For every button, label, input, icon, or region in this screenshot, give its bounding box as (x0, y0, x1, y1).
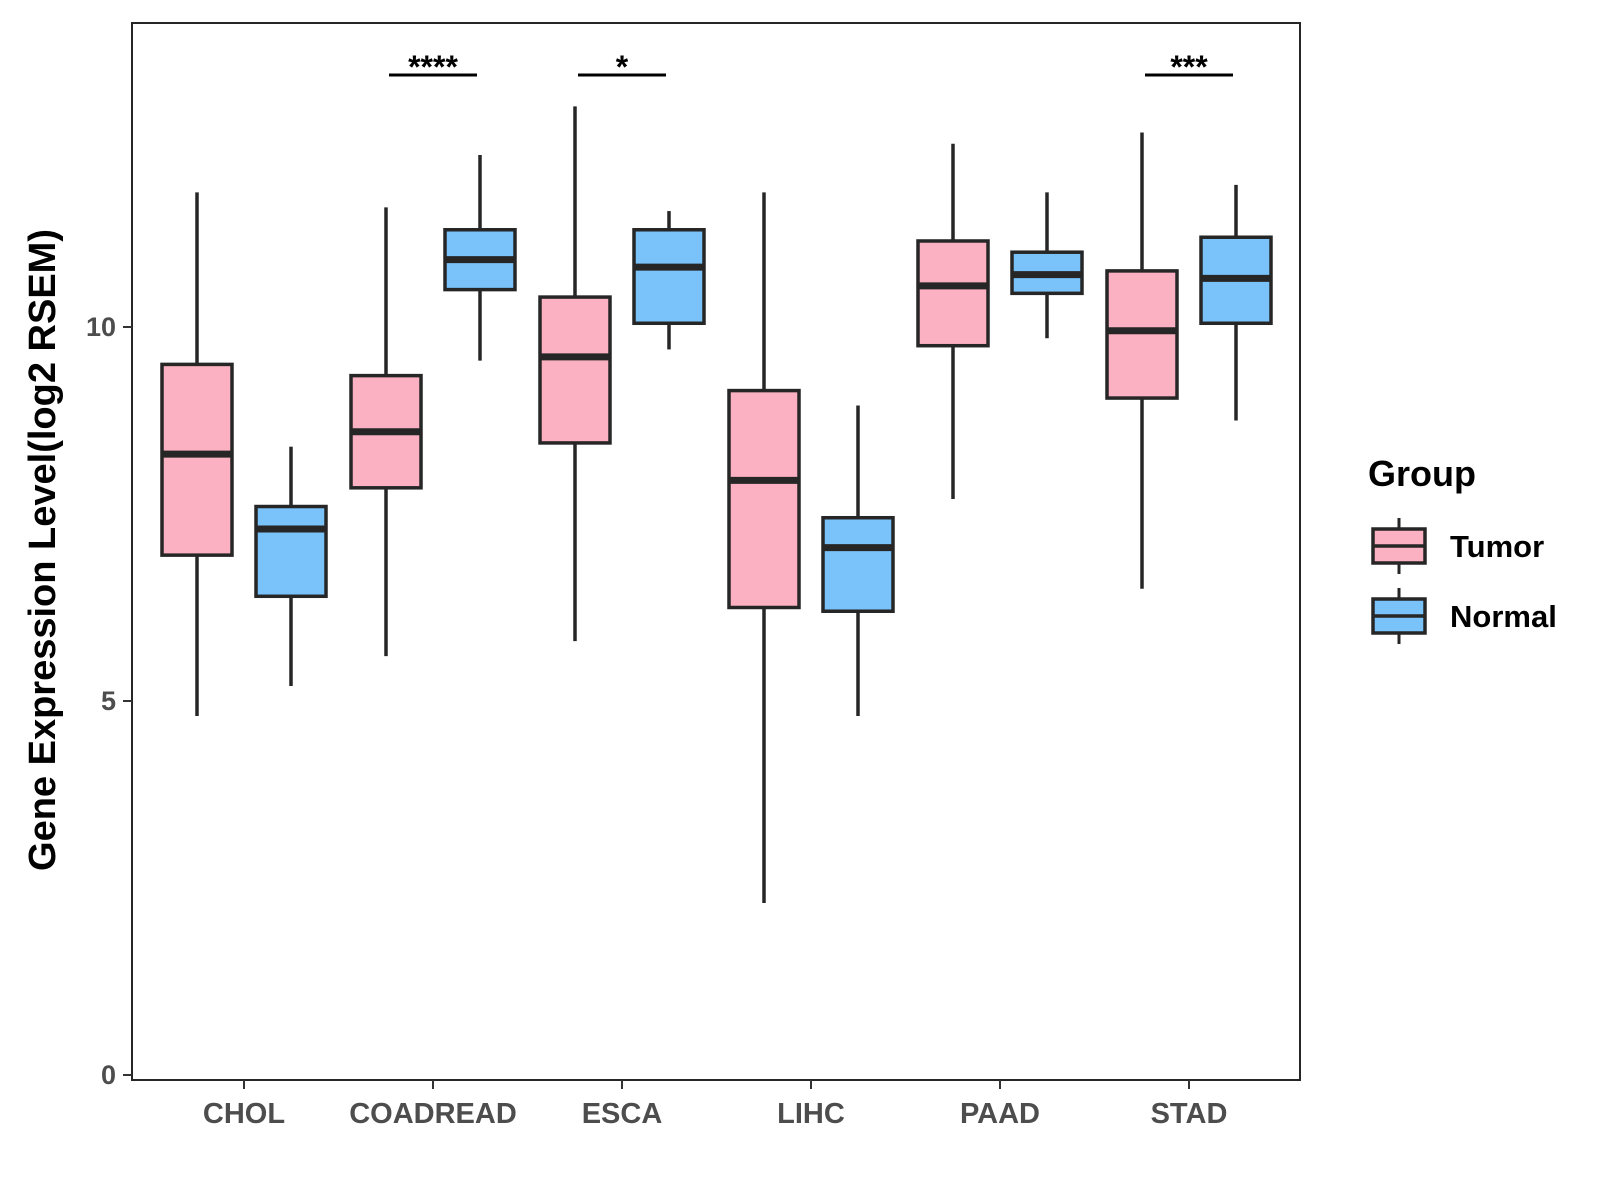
legend-label-normal: Normal (1450, 599, 1557, 634)
box-tumor-esca (538, 295, 612, 445)
x-tick-label-chol: CHOL (203, 1098, 285, 1130)
y-tick-label-5: 5 (101, 686, 116, 716)
significance-label-esca: * (616, 49, 629, 85)
plot-area: **** * *** (160, 49, 1273, 903)
plot-border (131, 22, 1301, 1081)
x-tick-label-lihc: LIHC (777, 1098, 845, 1130)
box-tumor-lihc (727, 388, 801, 610)
box-normal-lihc (821, 515, 895, 613)
box-normal-esca (632, 228, 706, 326)
legend-label-tumor: Tumor (1450, 529, 1544, 564)
legend-title: Group (1368, 453, 1476, 494)
y-tick-label-0: 0 (101, 1060, 116, 1090)
box-normal-chol (254, 504, 328, 599)
box-tumor-chol (160, 362, 234, 557)
legend-item-normal: Normal (1371, 588, 1557, 644)
axes: 0 5 10 CHOL COADREAD ESCA LIHC PAAD STAD (86, 312, 1227, 1130)
significance-label-stad: *** (1170, 49, 1208, 85)
x-tick-label-esca: ESCA (582, 1098, 663, 1130)
box-tumor-stad (1105, 269, 1179, 400)
x-tick-label-stad: STAD (1151, 1098, 1228, 1130)
x-tick-label-paad: PAAD (960, 1098, 1040, 1130)
legend-item-tumor: Tumor (1371, 518, 1544, 574)
legend: Group Tumor Normal (1368, 453, 1557, 644)
y-axis-title: Gene Expression Level(log2 RSEM) (22, 229, 64, 871)
significance-label-coadread: **** (408, 49, 458, 85)
x-tick-label-coadread: COADREAD (349, 1098, 517, 1130)
y-tick-label-10: 10 (86, 312, 116, 342)
box-tumor-paad (916, 239, 990, 348)
